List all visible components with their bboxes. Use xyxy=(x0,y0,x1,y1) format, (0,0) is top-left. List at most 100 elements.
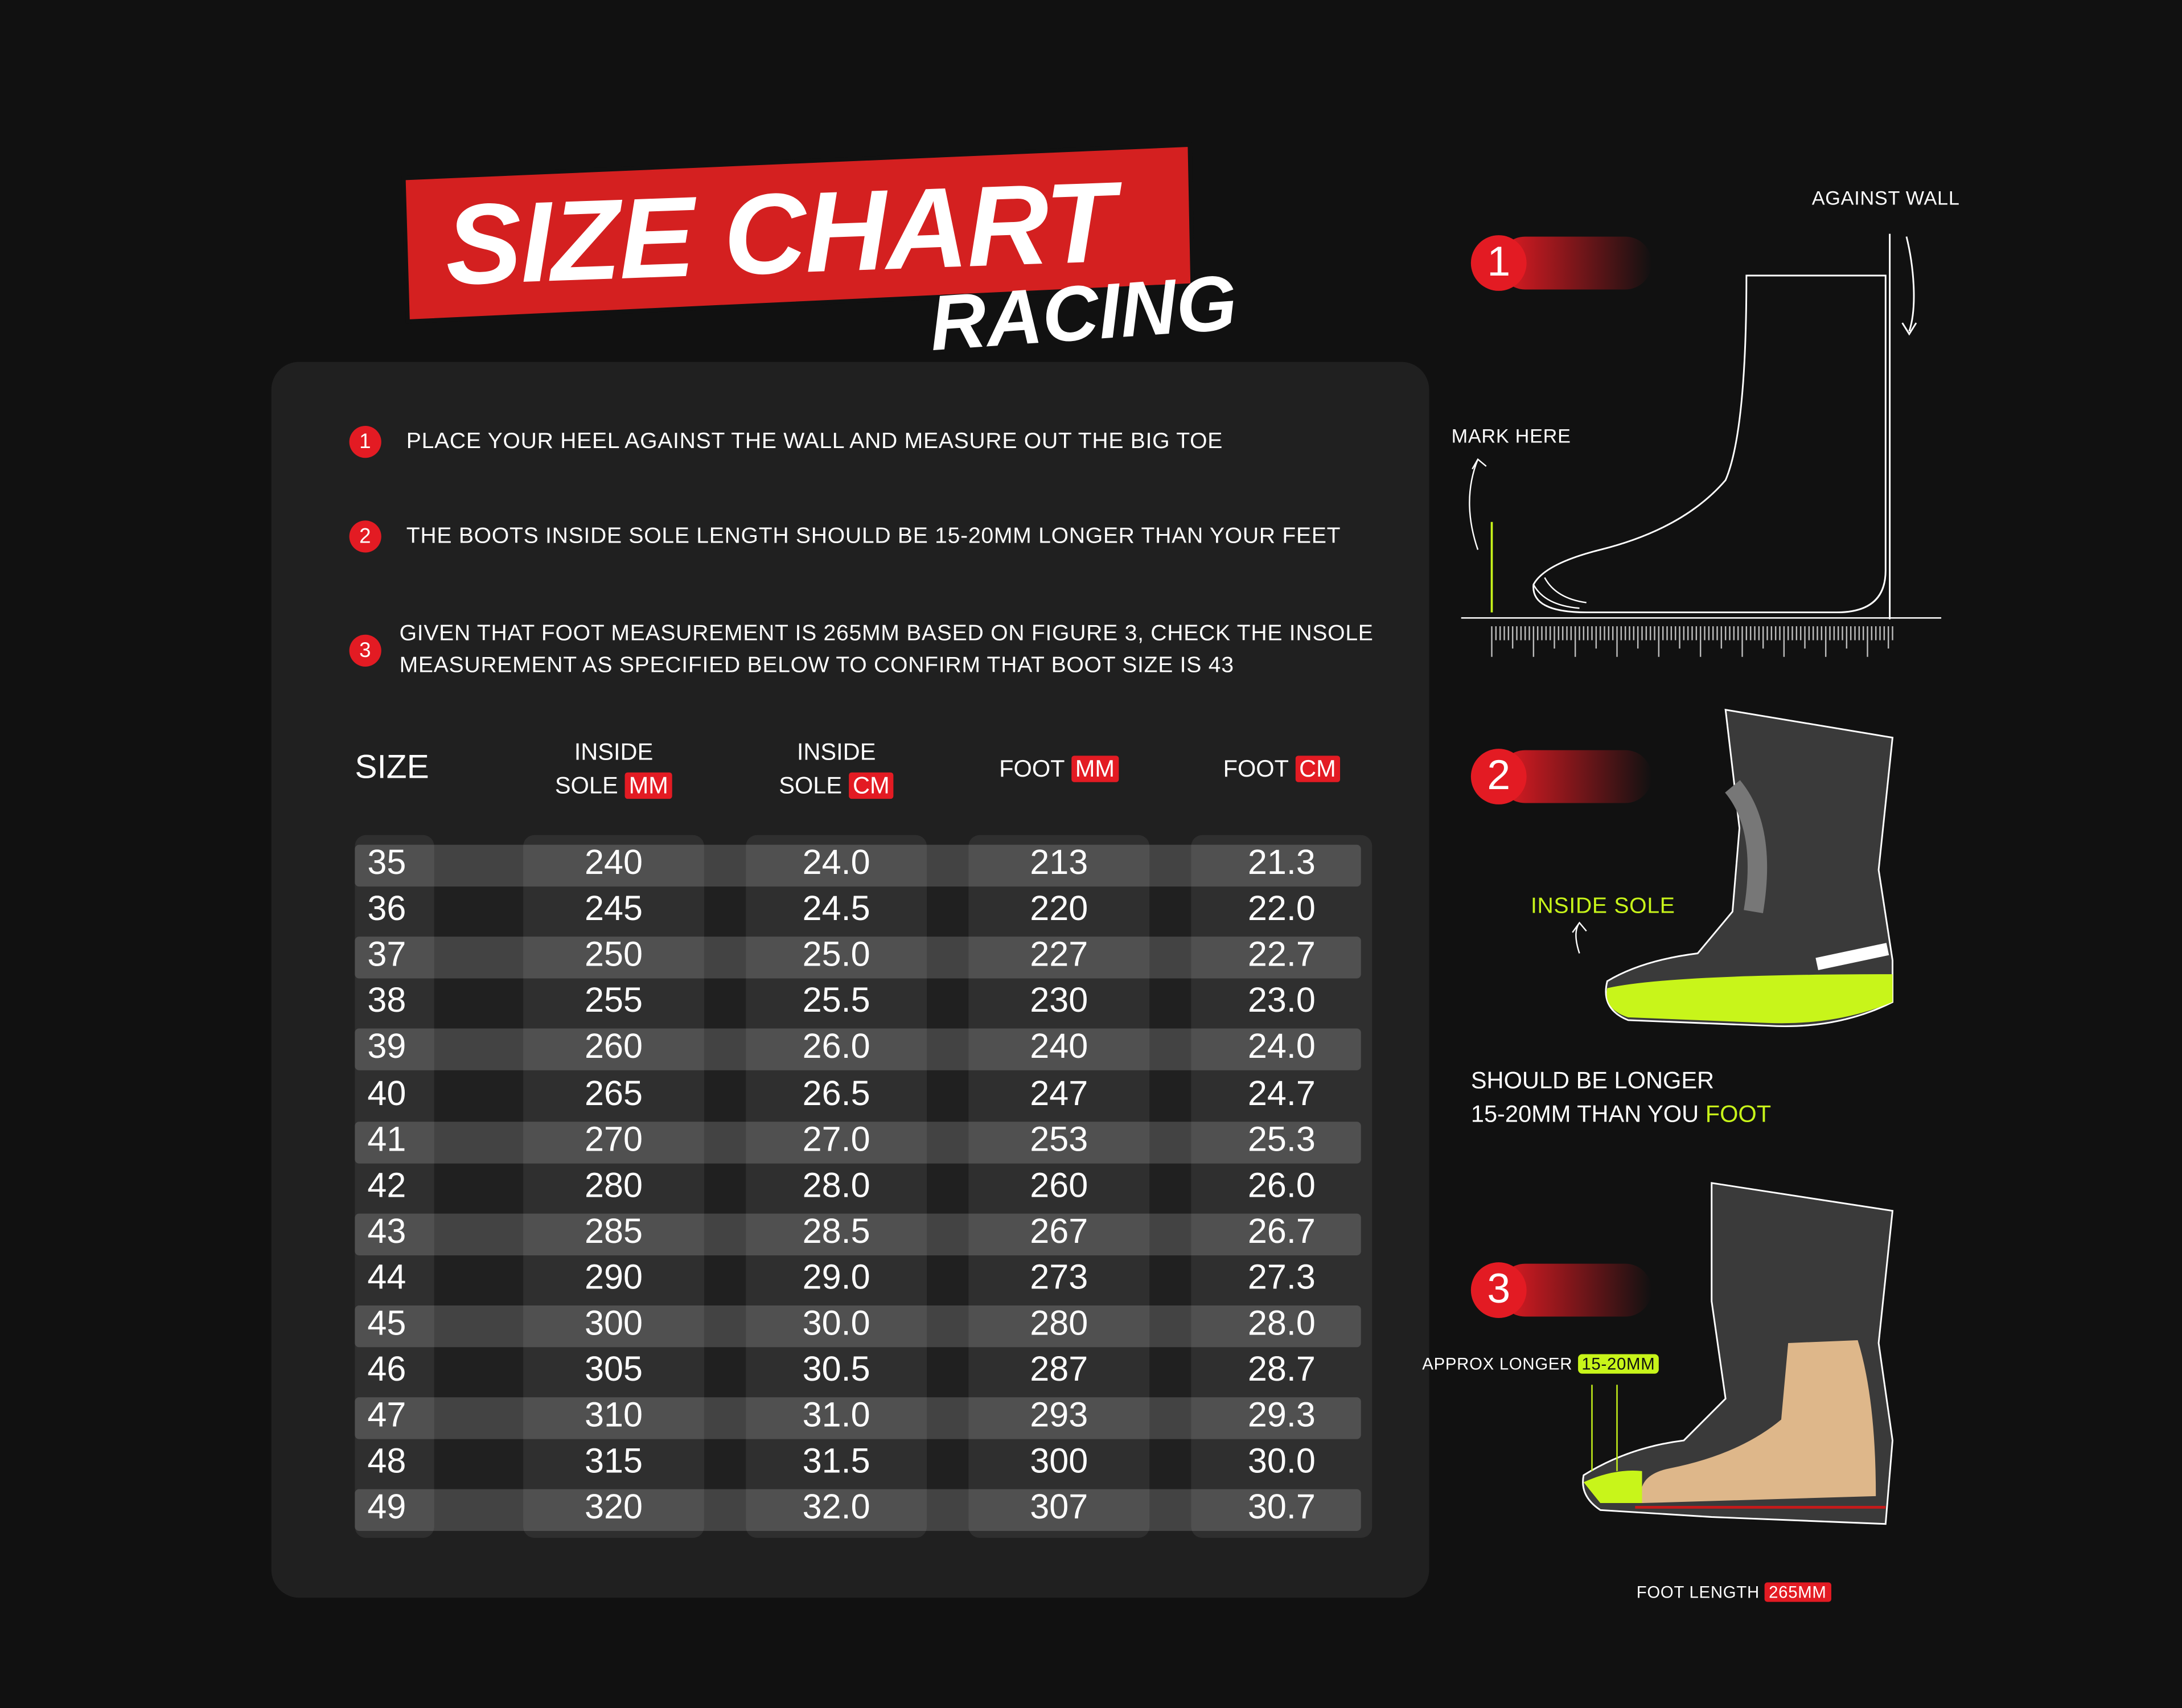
table-cell: 31.0 xyxy=(802,1396,870,1435)
column-background xyxy=(968,835,1150,1538)
figure-badge: 3 xyxy=(1470,1262,1527,1318)
foot-length-label: FOOT LENGTH 265MM xyxy=(1637,1582,1831,1602)
step-badge: 3 xyxy=(349,634,381,666)
table-cell: 38 xyxy=(367,982,406,1021)
longer-note: SHOULD BE LONGER 15-20MM THAN YOU FOOT xyxy=(1471,1065,1771,1131)
against-wall-label: AGAINST WALL xyxy=(1811,186,1960,209)
boot-inside-sole-illustration xyxy=(1572,708,1894,1028)
table-cell: 300 xyxy=(585,1304,643,1343)
approx-longer-text: APPROX LONGER xyxy=(1422,1354,1573,1374)
title-banner xyxy=(401,142,1195,324)
table-cell: 24.7 xyxy=(1247,1073,1316,1113)
table-cell: 253 xyxy=(1030,1119,1088,1159)
table-cell: 23.0 xyxy=(1247,982,1316,1021)
table-cell: 22.0 xyxy=(1247,889,1316,929)
table-cell: 230 xyxy=(1030,982,1088,1021)
table-cell: 310 xyxy=(585,1396,643,1435)
table-cell: 315 xyxy=(585,1442,643,1481)
note-line-2: 15-20MM THAN YOU xyxy=(1470,1101,1699,1128)
instruction-1: 1 PLACE YOUR HEEL AGAINST THE WALL AND M… xyxy=(349,426,1223,458)
step-badge: 1 xyxy=(349,426,381,458)
table-cell: 267 xyxy=(1030,1212,1088,1251)
table-cell: 25.5 xyxy=(802,982,870,1021)
header-label: INSIDE SOLE xyxy=(554,739,654,799)
header-label: INSIDE SOLE xyxy=(779,739,876,799)
table-cell: 44 xyxy=(367,1258,406,1298)
table-cell: 213 xyxy=(1030,843,1088,882)
column-background xyxy=(746,835,927,1538)
table-cell: 255 xyxy=(585,982,643,1021)
instruction-3: 3 GIVEN THAT FOOT MEASUREMENT IS 265MM B… xyxy=(349,618,1407,681)
table-cell: 24.0 xyxy=(802,843,870,882)
table-cell: 26.0 xyxy=(1247,1165,1316,1205)
table-cell: 285 xyxy=(585,1212,643,1251)
column-background xyxy=(1191,835,1373,1538)
table-cell: 25.0 xyxy=(802,935,870,975)
table-cell: 24.5 xyxy=(802,889,870,929)
step-badge: 2 xyxy=(349,520,381,553)
table-cell: 307 xyxy=(1030,1488,1088,1528)
unit-tag: MM xyxy=(1071,756,1119,782)
table-cell: 35 xyxy=(367,843,406,882)
table-cell: 300 xyxy=(1030,1442,1088,1481)
table-cell: 30.7 xyxy=(1247,1488,1316,1528)
table-cell: 30.0 xyxy=(1247,1442,1316,1481)
header-inside-sole-mm: INSIDE SOLE MM xyxy=(544,736,683,803)
figure-1-marker: 1 xyxy=(1470,235,1652,291)
row-stripe xyxy=(355,937,1361,979)
row-stripe xyxy=(355,1213,1361,1255)
table-cell: 29.0 xyxy=(802,1258,870,1298)
note-line-1: SHOULD BE LONGER xyxy=(1470,1067,1715,1094)
table-cell: 245 xyxy=(585,889,643,929)
table-cell: 45 xyxy=(367,1304,406,1343)
figure-badge: 1 xyxy=(1470,235,1527,291)
instruction-text: THE BOOTS INSIDE SOLE LENGTH SHOULD BE 1… xyxy=(406,524,1341,548)
header-foot-cm: FOOT CM xyxy=(1191,753,1372,786)
header-inside-sole-cm: INSIDE SOLE CM xyxy=(767,736,906,803)
header-label: FOOT xyxy=(999,756,1065,782)
table-cell: 27.3 xyxy=(1247,1258,1316,1298)
row-stripe xyxy=(355,1029,1361,1071)
unit-tag: CM xyxy=(848,772,894,799)
table-cell: 27.0 xyxy=(802,1119,870,1159)
foot-length-value: 265MM xyxy=(1764,1582,1831,1602)
approx-longer-value: 15-20MM xyxy=(1577,1354,1659,1374)
table-cell: 28.0 xyxy=(802,1165,870,1205)
table-cell: 270 xyxy=(585,1119,643,1159)
unit-tag: CM xyxy=(1295,756,1341,782)
table-cell: 247 xyxy=(1030,1073,1088,1113)
table-cell: 40 xyxy=(367,1073,406,1113)
instruction-text: GIVEN THAT FOOT MEASUREMENT IS 265MM BAS… xyxy=(399,622,1374,678)
table-cell: 49 xyxy=(367,1488,406,1528)
table-cell: 48 xyxy=(367,1442,406,1481)
instruction-text: PLACE YOUR HEEL AGAINST THE WALL AND MEA… xyxy=(406,429,1223,453)
table-cell: 273 xyxy=(1030,1258,1088,1298)
column-background xyxy=(355,835,434,1538)
table-cell: 293 xyxy=(1030,1396,1088,1435)
ruler xyxy=(1491,626,1893,657)
approx-longer-label: APPROX LONGER 15-20MM xyxy=(1422,1354,1659,1374)
table-cell: 22.7 xyxy=(1247,935,1316,975)
header-label: FOOT xyxy=(1223,756,1289,782)
table-cell: 28.5 xyxy=(802,1212,870,1251)
table-cell: 250 xyxy=(585,935,643,975)
table-cell: 260 xyxy=(1030,1165,1088,1205)
unit-tag: MM xyxy=(624,772,673,799)
table-cell: 36 xyxy=(367,889,406,929)
table-cell: 24.0 xyxy=(1247,1027,1316,1067)
table-cell: 287 xyxy=(1030,1350,1088,1389)
table-cell: 240 xyxy=(585,843,643,882)
table-cell: 280 xyxy=(1030,1304,1088,1343)
instruction-2: 2 THE BOOTS INSIDE SOLE LENGTH SHOULD BE… xyxy=(349,520,1341,553)
table-cell: 37 xyxy=(367,935,406,975)
row-stripe xyxy=(355,1397,1361,1440)
table-cell: 305 xyxy=(585,1350,643,1389)
table-cell: 320 xyxy=(585,1488,643,1528)
table-cell: 31.5 xyxy=(802,1442,870,1481)
foot-length-text: FOOT LENGTH xyxy=(1636,1582,1760,1602)
table-cell: 240 xyxy=(1030,1027,1088,1067)
table-cell: 280 xyxy=(585,1165,643,1205)
foot-measure-illustration xyxy=(1461,233,1942,657)
table-cell: 39 xyxy=(367,1027,406,1067)
